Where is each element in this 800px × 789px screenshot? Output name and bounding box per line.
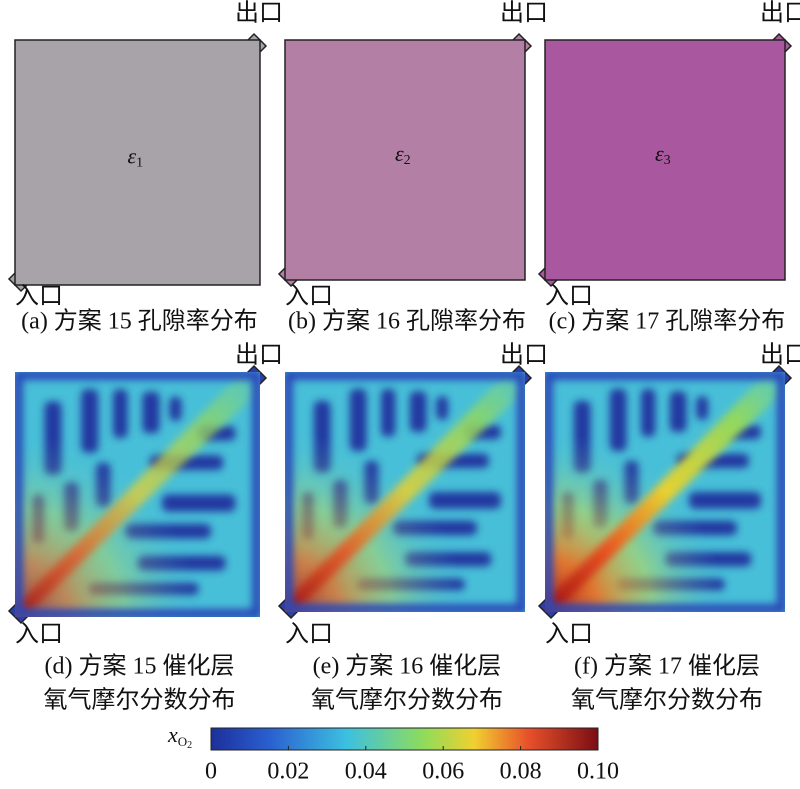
outlet-label: 出口 <box>500 0 548 27</box>
colorbar-label: xO2 <box>167 722 192 751</box>
porosity-domain <box>284 39 526 281</box>
outlet-label: 出口 <box>500 342 548 369</box>
porosity-symbol: ε1 <box>128 144 144 171</box>
main-channel <box>545 372 785 612</box>
panel <box>277 364 533 620</box>
main-channel <box>285 372 525 612</box>
caption: (f) 方案 17 催化层 <box>574 653 760 680</box>
porosity-domain <box>14 39 261 286</box>
main-channel <box>15 372 260 617</box>
caption: (a) 方案 15 孔隙率分布 <box>21 308 258 335</box>
oxygen-field <box>545 372 785 612</box>
panel: ε2 <box>277 32 533 288</box>
porosity-symbol: ε3 <box>655 141 671 168</box>
caption: 氧气摩尔分数分布 <box>44 687 236 714</box>
panel <box>537 364 793 620</box>
caption: (d) 方案 15 催化层 <box>45 653 235 680</box>
colorbar-tick-label: 0.08 <box>500 759 542 785</box>
colorbar-tick-label: 0.06 <box>422 759 464 785</box>
porosity-domain <box>544 39 786 281</box>
panel: ε1 <box>7 32 268 293</box>
colorbar-tick-label: 0.02 <box>267 759 309 785</box>
inlet-label: 入口 <box>285 284 333 310</box>
porosity-symbol: ε2 <box>395 141 411 168</box>
outlet-label: 出口 <box>235 0 283 27</box>
outlet-label: 出口 <box>760 0 800 27</box>
oxygen-field <box>15 372 260 617</box>
outlet-label: 出口 <box>760 342 800 369</box>
outlet-label: 出口 <box>235 342 283 369</box>
caption: (e) 方案 16 催化层 <box>313 653 502 680</box>
colorbar-tick-label: 0.10 <box>577 759 619 785</box>
field-edge <box>285 372 525 612</box>
panel: ε3 <box>537 32 793 288</box>
inlet-label: 入口 <box>15 284 63 310</box>
caption: (c) 方案 17 孔隙率分布 <box>549 308 786 335</box>
field-edge <box>545 372 785 612</box>
caption: 氧气摩尔分数分布 <box>571 687 763 714</box>
caption: 氧气摩尔分数分布 <box>311 687 503 714</box>
inlet-label: 入口 <box>15 622 63 648</box>
field-edge <box>15 372 260 617</box>
panel <box>7 364 268 625</box>
caption: (b) 方案 16 孔隙率分布 <box>288 308 526 335</box>
oxygen-field <box>285 372 525 612</box>
inlet-label: 入口 <box>545 622 593 648</box>
colorbar-tick-label: 0 <box>205 759 217 785</box>
colorbar-tick-label: 0.04 <box>345 759 387 785</box>
inlet-label: 入口 <box>285 622 333 648</box>
colorbar <box>210 727 599 751</box>
inlet-label: 入口 <box>545 284 593 310</box>
